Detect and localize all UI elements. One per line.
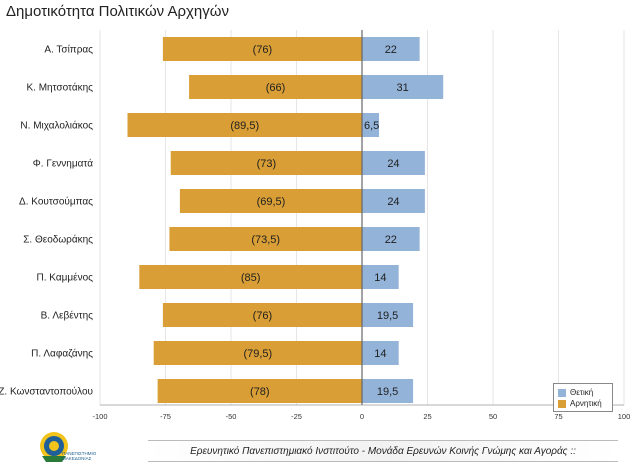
bars-layer (127, 37, 444, 403)
x-tick-label: -100 (92, 412, 107, 421)
data-label-negative: (85) (241, 272, 261, 284)
category-label: Π. Λαφαζάνης (31, 348, 93, 360)
bar-negative (189, 75, 362, 99)
bar-positive (362, 189, 425, 213)
bar-negative (153, 341, 362, 365)
category-label: Β. Λεβέντης (41, 310, 94, 322)
legend-item-positive: Θετική (558, 387, 608, 398)
footer-text: Ερευνητικό Πανεπιστημιακό Ινστιτούτο - Μ… (190, 445, 576, 457)
data-label-negative: (76) (253, 44, 273, 56)
data-label-negative: (73,5) (251, 234, 280, 246)
bar-negative (139, 265, 362, 289)
axis-layer: -100 -75 -50 -25 0 25 50 75 100 (92, 30, 630, 421)
x-tick-label: 0 (360, 412, 364, 421)
category-label: Ζ. Κωνσταντοπούλου (0, 386, 93, 398)
data-label-positive: 6,5 (364, 120, 379, 132)
bar-negative (179, 189, 362, 213)
bar-negative (127, 113, 362, 137)
x-tick-label: -50 (226, 412, 237, 421)
university-seal-icon (40, 432, 68, 462)
bar-positive (362, 227, 420, 251)
x-tick-label: 100 (618, 412, 631, 421)
logo-text: ΠΑΝΕΠΙΣΤΗΜΙΟ ΜΑΚΕΔΟΝΙΑΣ (62, 451, 97, 461)
data-label-negative: (89,5) (230, 120, 259, 132)
bar-positive (362, 265, 399, 289)
x-tick-label: 25 (423, 412, 431, 421)
data-label-positive: 19,5 (377, 386, 398, 398)
category-label: Φ. Γεννηματά (33, 158, 93, 170)
legend: Θετική Αρνητική (553, 383, 613, 412)
category-label: Δ. Κουτσούμπας (19, 196, 93, 208)
legend-swatch-negative (558, 399, 566, 408)
x-tick-label: 50 (489, 412, 497, 421)
bar-negative (169, 227, 362, 251)
bar-negative (162, 37, 362, 61)
data-label-negative: (79,5) (243, 348, 272, 360)
bar-positive (362, 379, 414, 403)
bar-positive (362, 303, 414, 327)
data-label-positive: 24 (387, 158, 399, 170)
data-label-positive: 14 (374, 348, 386, 360)
category-label: Σ. Θεοδωράκης (23, 234, 93, 246)
data-label-positive: 14 (374, 272, 386, 284)
data-label-positive: 19,5 (377, 310, 398, 322)
data-label-negative: (69,5) (257, 196, 286, 208)
data-label-positive: 22 (385, 44, 397, 56)
bar-positive (362, 75, 444, 99)
bar-positive (362, 37, 420, 61)
category-label: Ν. Μιχαλολιάκος (20, 120, 93, 132)
data-label-positive: 31 (396, 82, 408, 94)
data-label-negative: (78) (250, 386, 270, 398)
category-label: Α. Τσίπρας (44, 44, 93, 56)
data-label-negative: (66) (266, 82, 286, 94)
legend-item-negative: Αρνητική (558, 398, 608, 409)
legend-swatch-positive (558, 388, 566, 397)
bar-positive (362, 341, 399, 365)
bar-negative (162, 303, 362, 327)
bar-positive (362, 113, 380, 137)
legend-label-negative: Αρνητική (570, 399, 602, 408)
category-label: Κ. Μητσοτάκης (27, 82, 94, 94)
bar-positive (362, 151, 425, 175)
data-label-negative: (73) (257, 158, 277, 170)
labels-layer: Α. Τσίπρας (76) 22 Κ. Μητσοτάκης (66) 31 Ν. Μι… (0, 44, 409, 399)
category-label: Π. Καμμένος (37, 272, 94, 284)
data-label-positive: 22 (385, 234, 397, 246)
x-tick-label: 75 (554, 412, 562, 421)
x-tick-label: -25 (291, 412, 302, 421)
footer-banner: Ερευνητικό Πανεπιστημιακό Ινστιτούτο - Μ… (148, 440, 618, 462)
legend-label-positive: Θετική (570, 388, 594, 397)
x-tick-label: -75 (160, 412, 171, 421)
data-label-negative: (76) (253, 310, 273, 322)
chart-title: Δημοτικότητα Πολιτικών Αρχηγών (6, 3, 229, 20)
data-label-positive: 24 (387, 196, 399, 208)
bar-negative (170, 151, 362, 175)
bar-negative (157, 379, 362, 403)
